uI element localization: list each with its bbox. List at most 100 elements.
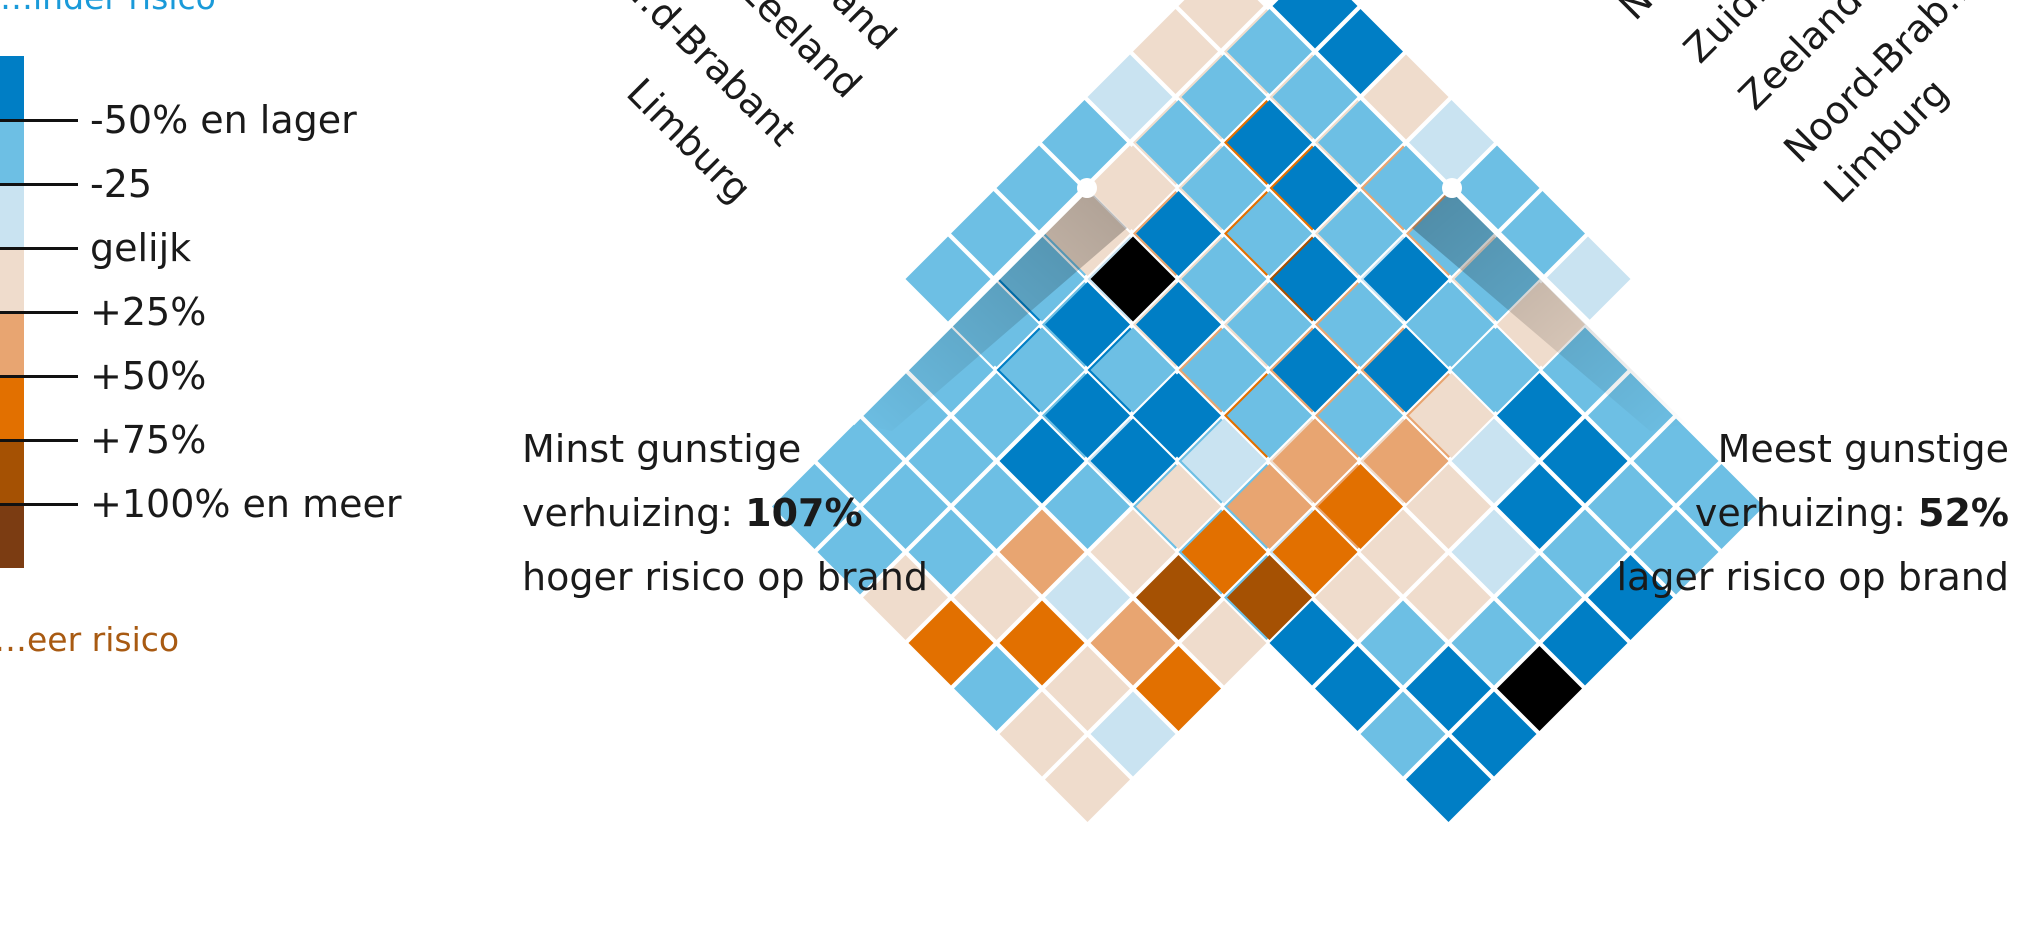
heatmap-cell: [1045, 737, 1130, 822]
heatmap-cell: [1542, 509, 1628, 595]
heatmap-cell: [1272, 236, 1358, 322]
annotation-most-favorable: Meest gunstige verhuizing: 52% lager ris…: [1617, 417, 2010, 609]
heatmap-cell: [817, 509, 903, 595]
callout-least-favorable-dot: [1077, 178, 1097, 198]
heatmap-cell: [1315, 646, 1400, 731]
heatmap-cell: [1542, 600, 1628, 686]
heatmap-cell: [1090, 236, 1176, 322]
heatmap-cell: [1181, 418, 1267, 504]
heatmap-cell: [1045, 646, 1130, 731]
heatmap-cell: [1227, 191, 1312, 276]
annotation-right-line3: lager risico op brand: [1616, 555, 2010, 599]
legend-label: -25: [90, 162, 153, 206]
legend-label: -50% en lager: [90, 98, 357, 142]
heatmap-cell: [1272, 418, 1358, 504]
heatmap-cell: [954, 464, 1039, 549]
heatmap-cell: [1181, 236, 1267, 322]
legend-label: +100% en meer: [90, 482, 402, 526]
heatmap-cell: [1497, 555, 1582, 640]
heatmap-cell: [1227, 100, 1312, 185]
heatmap-cell: [951, 191, 1036, 276]
annotation-left-line2: verhuizing: 107%: [522, 481, 928, 545]
heatmap-cell: [1318, 282, 1403, 367]
heatmap-cell: [1497, 373, 1582, 458]
row-label-right: N…: [1610, 0, 1688, 28]
heatmap-cell: [1090, 145, 1176, 231]
annotation-left-line1: Minst gunstige: [522, 427, 802, 471]
callout-least-favorable-shadow: [852, 188, 1127, 431]
heatmap-cell: [1133, 9, 1218, 94]
heatmap-cell: [1363, 327, 1449, 413]
heatmap-cell: [1588, 464, 1673, 549]
legend-swatch: [0, 376, 24, 440]
heatmap-cell: [1181, 600, 1267, 686]
heatmap-cell: [1227, 373, 1312, 458]
heatmap-cell: [1181, 145, 1267, 231]
heatmap-cell: [1363, 236, 1449, 322]
heatmap-cell: [863, 555, 948, 640]
heatmap-cell: [1227, 555, 1312, 640]
callout-most-favorable-line: [1449, 185, 1693, 426]
heatmap-cell: [1497, 646, 1582, 731]
heatmap-cell: [1409, 373, 1494, 458]
legend-tick: [0, 246, 78, 250]
heatmap-cell: [817, 418, 903, 504]
legend-color-bar: [0, 56, 24, 568]
heatmap-cell: [1136, 100, 1221, 185]
heatmap-cell: [772, 464, 857, 549]
legend-label: +75%: [90, 418, 207, 462]
legend-swatch: [0, 312, 24, 376]
heatmap-cell: [1090, 509, 1176, 595]
heatmap-cell: [1181, 509, 1267, 595]
heatmap-cell: [1360, 600, 1446, 686]
heatmap-cell: [908, 600, 994, 686]
legend-label: +50%: [90, 354, 207, 398]
legend-title-more-risk: …eer risico: [0, 620, 180, 659]
annotation-left-value: 107%: [745, 491, 863, 535]
heatmap-cell: [1451, 691, 1537, 777]
heatmap-cell: [908, 509, 994, 595]
heatmap-cell: [1045, 464, 1130, 549]
heatmap-cell: [1272, 54, 1358, 140]
heatmap-cell: [1542, 418, 1628, 504]
heatmap-cell: [1178, 0, 1264, 49]
legend-swatch: [0, 504, 24, 568]
heatmap-cell: [1318, 191, 1403, 276]
heatmap-cell: [1272, 509, 1358, 595]
heatmap-cell: [1315, 555, 1400, 640]
heatmap-cell: [1451, 509, 1537, 595]
legend-title-less-risk: …inder risico: [0, 0, 216, 17]
heatmap-cell: [905, 236, 991, 322]
annotation-right-value: 52%: [1918, 491, 2009, 535]
heatmap-cell: [1318, 464, 1403, 549]
heatmap-cell: [1451, 418, 1537, 504]
heatmap-cell: [1406, 555, 1491, 640]
heatmap-cell: [1090, 327, 1176, 413]
callout-most-favorable-dot: [1442, 178, 1462, 198]
legend-swatch: [0, 248, 24, 312]
heatmap-cell: [1042, 100, 1127, 185]
legend-tick: [0, 118, 78, 122]
heatmap-cell: [1409, 282, 1494, 367]
legend-label: +25%: [90, 290, 207, 334]
heatmap-cell: [1363, 145, 1449, 231]
annotation-left-prefix: verhuizing:: [522, 491, 746, 535]
legend-label: gelijk: [90, 226, 192, 270]
heatmap-cell: [1090, 691, 1176, 777]
legend-tick: [0, 502, 78, 506]
heatmap-cell: [999, 509, 1085, 595]
heatmap-cell: [1360, 509, 1446, 595]
heatmap-cell: [999, 600, 1085, 686]
heatmap-cell: [1045, 555, 1130, 640]
heatmap-cell: [999, 691, 1085, 777]
heatmap-cell: [1136, 555, 1221, 640]
heatmap-cell: [1318, 373, 1403, 458]
heatmap-cell: [1409, 100, 1494, 185]
heatmap-cell: [954, 555, 1039, 640]
callout-most-favorable-shadow: [1412, 188, 1690, 431]
annotation-right-prefix: verhuizing:: [1694, 491, 1919, 535]
heatmap-cell: [1272, 145, 1358, 231]
heatmap-cell: [1136, 464, 1221, 549]
heatmap-cell: [1454, 327, 1540, 413]
